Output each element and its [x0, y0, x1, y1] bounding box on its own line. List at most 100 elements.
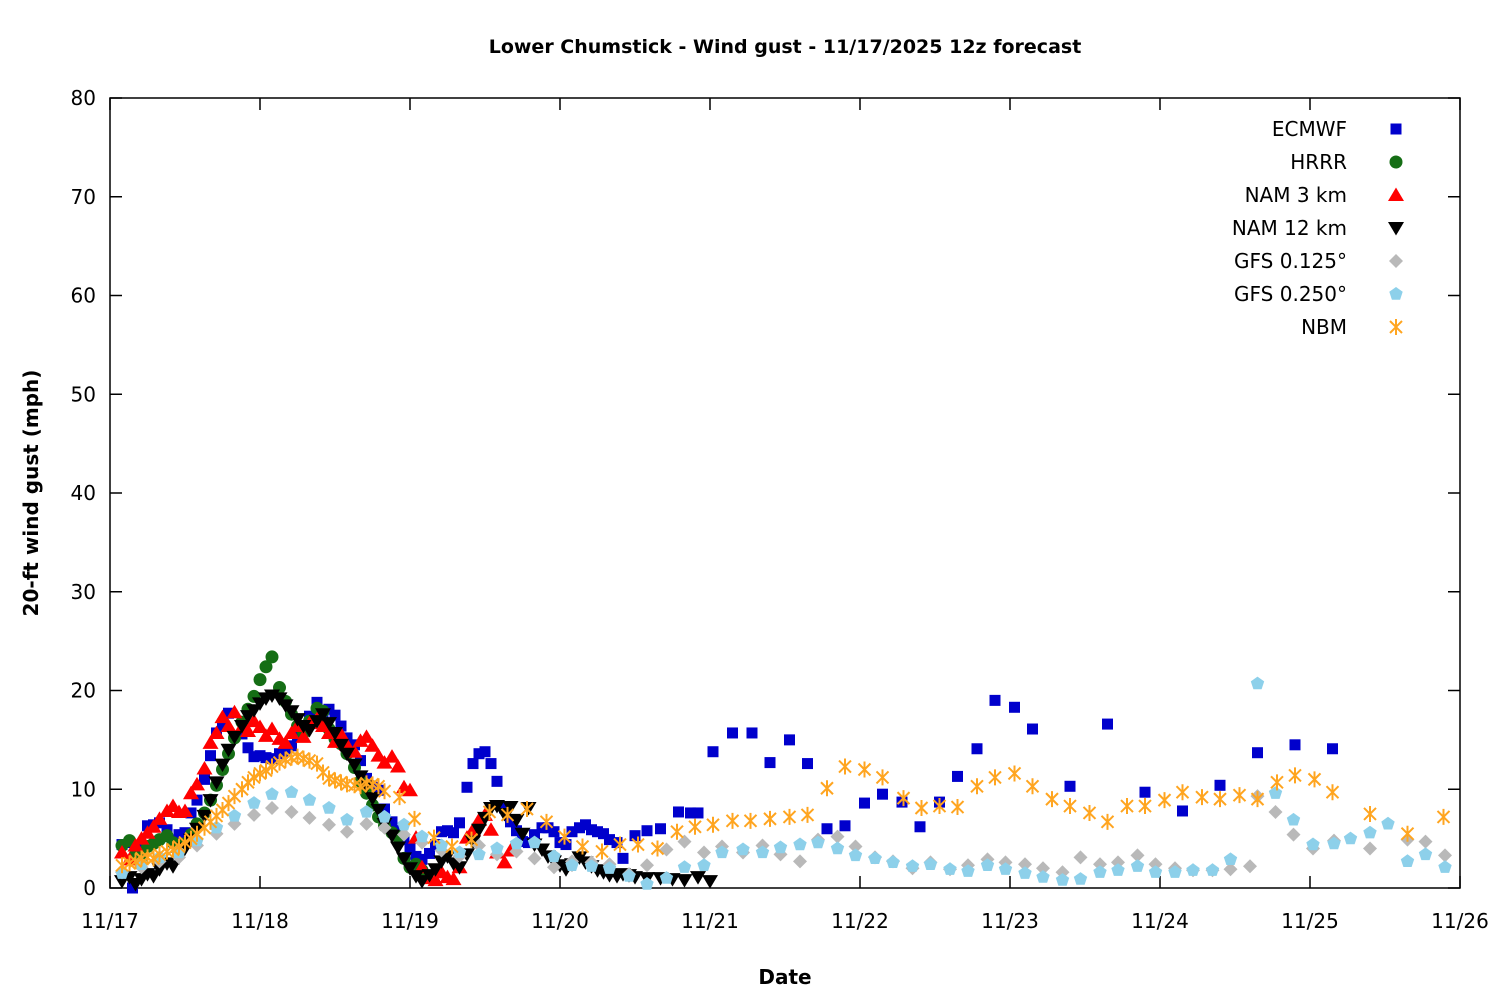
data-point	[260, 752, 272, 764]
data-point	[1418, 834, 1433, 849]
data-point	[1157, 792, 1172, 809]
data-point	[491, 775, 503, 787]
data-point	[315, 718, 331, 733]
data-point	[1232, 787, 1247, 804]
data-point	[580, 819, 591, 831]
y-tick-label: 70	[71, 185, 96, 209]
data-point	[479, 746, 491, 758]
data-point	[472, 847, 486, 861]
data-point	[1177, 805, 1188, 817]
data-point	[402, 782, 418, 797]
data-point	[617, 852, 629, 864]
x-tick-label: 11/24	[1131, 909, 1189, 933]
data-point	[527, 835, 542, 849]
legend-label-nbm: NBM	[1301, 315, 1347, 339]
data-point	[1045, 791, 1059, 808]
data-point	[755, 845, 770, 859]
legend-label-gfs-0-250-: GFS 0.250°	[1234, 282, 1347, 306]
data-point	[1363, 841, 1377, 856]
data-point	[743, 812, 758, 829]
data-point	[1400, 825, 1415, 842]
data-point	[655, 823, 666, 835]
data-point	[234, 720, 250, 734]
data-point	[746, 727, 758, 739]
y-tick-label: 20	[71, 679, 96, 703]
data-point	[548, 826, 560, 838]
data-point	[961, 864, 975, 877]
data-point	[1073, 872, 1088, 885]
legend-label-ecmwf: ECMWF	[1272, 117, 1347, 141]
data-point	[830, 829, 845, 844]
data-point	[295, 729, 312, 743]
data-point	[1436, 808, 1451, 825]
data-point	[346, 758, 363, 773]
data-point	[265, 801, 279, 816]
data-point	[542, 822, 554, 834]
data-point	[1139, 786, 1151, 798]
data-point	[407, 810, 422, 827]
data-point	[329, 709, 341, 721]
data-point	[1130, 859, 1145, 872]
data-point	[736, 842, 750, 856]
data-point	[402, 862, 418, 876]
data-point	[265, 787, 279, 800]
data-point	[923, 857, 938, 870]
data-point	[189, 776, 205, 791]
data-point	[214, 758, 231, 773]
data-point	[1286, 812, 1301, 826]
data-point	[502, 801, 519, 815]
data-point	[424, 847, 435, 859]
data-point	[284, 785, 299, 798]
data-point	[980, 858, 995, 871]
data-point	[685, 807, 696, 819]
data-point	[896, 790, 911, 807]
data-point	[677, 860, 692, 873]
data-point	[321, 717, 337, 731]
data-point	[496, 854, 513, 869]
data-point	[848, 839, 863, 854]
data-point	[1055, 873, 1070, 886]
data-point	[950, 799, 965, 816]
data-point	[877, 788, 888, 800]
data-point	[427, 829, 441, 846]
data-point	[697, 858, 711, 871]
data-point	[1286, 827, 1301, 842]
data-point	[1168, 865, 1182, 878]
data-point	[220, 743, 237, 758]
data-point	[1306, 837, 1320, 851]
data-point	[688, 818, 702, 835]
data-point	[932, 798, 947, 815]
data-point	[254, 750, 266, 762]
data-point	[1252, 747, 1263, 759]
data-point	[302, 793, 317, 806]
y-tick-label: 80	[71, 86, 96, 110]
data-point	[1082, 804, 1097, 821]
data-point	[673, 806, 684, 818]
data-point	[622, 869, 636, 882]
data-point	[1390, 123, 1402, 135]
data-point	[205, 750, 216, 762]
data-point	[1073, 850, 1088, 865]
data-point	[178, 834, 192, 851]
data-point	[523, 837, 534, 849]
data-point	[595, 843, 609, 860]
data-point	[396, 852, 412, 866]
data-point	[227, 808, 242, 822]
data-point	[820, 780, 834, 797]
data-point	[1148, 865, 1163, 878]
data-point	[1418, 847, 1433, 861]
data-point	[1307, 771, 1322, 788]
data-point	[764, 757, 776, 769]
data-point	[529, 829, 540, 841]
data-point	[264, 721, 280, 736]
x-tick-label: 11/23	[981, 909, 1039, 933]
data-point	[1223, 862, 1238, 877]
data-point	[115, 857, 129, 874]
data-point	[145, 819, 162, 833]
data-point	[676, 874, 693, 888]
data-point	[859, 797, 870, 809]
data-point	[1400, 854, 1415, 867]
data-point	[467, 758, 479, 770]
